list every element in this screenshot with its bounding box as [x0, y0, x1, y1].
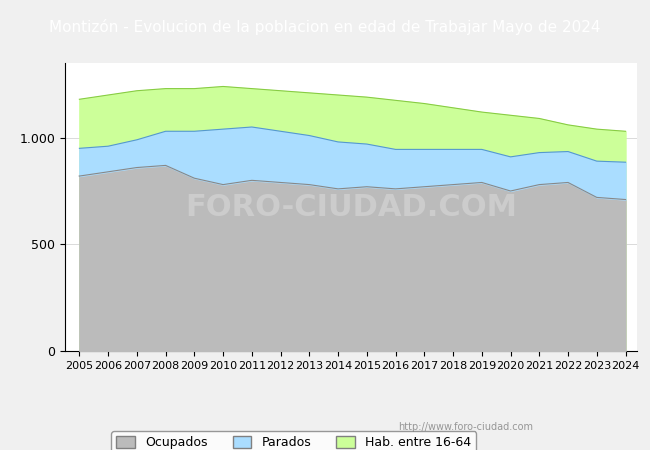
- Legend: Ocupados, Parados, Hab. entre 16-64: Ocupados, Parados, Hab. entre 16-64: [112, 431, 476, 450]
- Text: Montizón - Evolucion de la poblacion en edad de Trabajar Mayo de 2024: Montizón - Evolucion de la poblacion en …: [49, 19, 601, 35]
- Text: FORO-CIUDAD.COM: FORO-CIUDAD.COM: [185, 193, 517, 221]
- Text: http://www.foro-ciudad.com: http://www.foro-ciudad.com: [398, 422, 533, 432]
